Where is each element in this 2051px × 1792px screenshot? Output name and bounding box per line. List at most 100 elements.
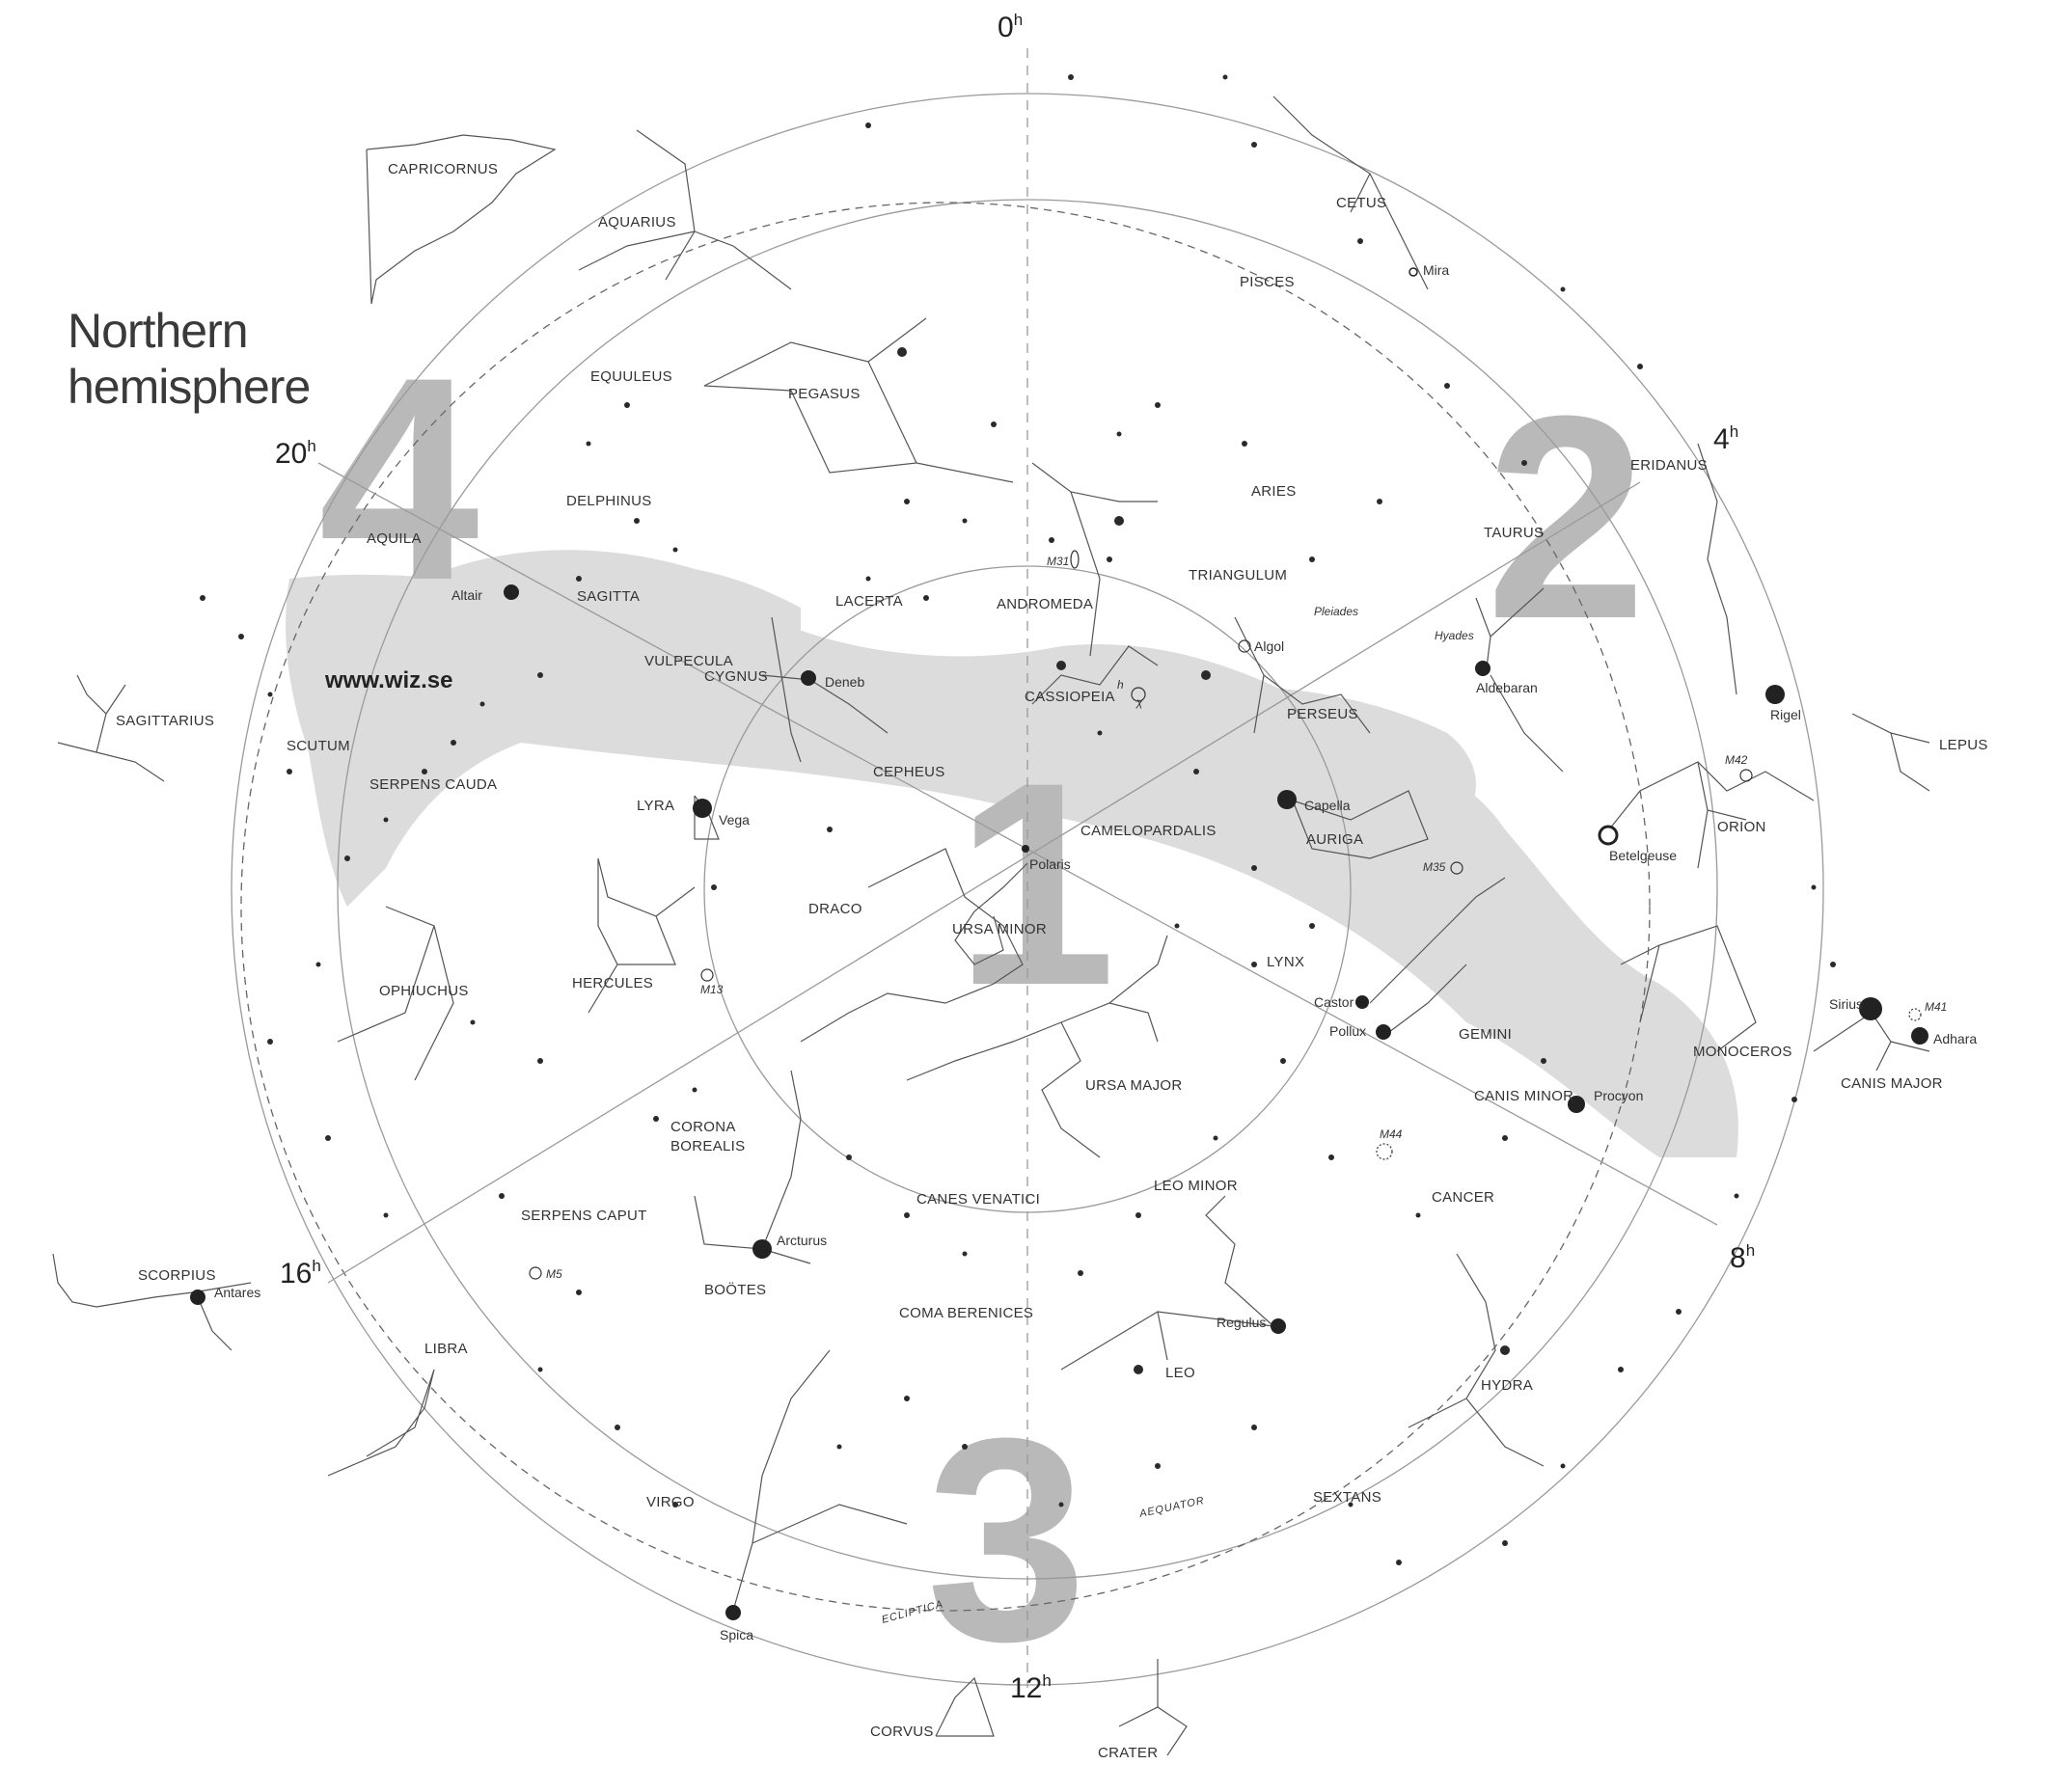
label-m5: M5 xyxy=(546,1267,562,1281)
label-canis-major: CANIS MAJOR xyxy=(1841,1075,1943,1092)
star-antares xyxy=(190,1290,205,1305)
ursa-major-lines xyxy=(906,935,1168,1158)
label-sagitta: SAGITTA xyxy=(577,588,640,605)
h-chi-icon xyxy=(1131,687,1146,702)
star-adhara xyxy=(1911,1027,1928,1045)
star-betelgeuse xyxy=(1598,825,1619,846)
label-orion: ORION xyxy=(1717,819,1766,835)
cetus-lines xyxy=(1272,95,1429,290)
label-leo-minor: LEO MINOR xyxy=(1154,1178,1238,1194)
label-ursa-major: URSA MAJOR xyxy=(1085,1077,1183,1094)
label-monoceros: MONOCEROS xyxy=(1693,1044,1792,1060)
named-stars xyxy=(190,267,1928,1620)
label-pegasus: PEGASUS xyxy=(788,386,861,402)
label-regulus: Regulus xyxy=(1217,1315,1266,1330)
label-aquila: AQUILA xyxy=(367,530,422,547)
label-cetus: CETUS xyxy=(1336,195,1386,211)
corvus-lines xyxy=(935,1676,995,1737)
hour-16: 16h xyxy=(280,1257,321,1290)
label-m35: M35 xyxy=(1423,860,1446,874)
label-scutum: SCUTUM xyxy=(287,738,350,754)
orion-lines xyxy=(1600,761,1815,869)
m13-icon xyxy=(700,968,714,982)
ophiuchus-lines xyxy=(337,906,454,1081)
label-vega: Vega xyxy=(719,812,750,828)
label-cassiopeia: CASSIOPEIA xyxy=(1025,689,1115,705)
quadrant-3: 3 xyxy=(926,1377,1087,1701)
m41-icon xyxy=(1908,1008,1922,1021)
label-hyades: Hyades xyxy=(1435,629,1474,642)
label-cepheus: CEPHEUS xyxy=(873,764,945,780)
label-spica: Spica xyxy=(720,1627,753,1643)
lepus-lines xyxy=(1851,713,1930,792)
label-bootes: BOÖTES xyxy=(704,1281,766,1298)
object-labels: M31 Pleiades Hyades Algol M42 M35 M13 M4… xyxy=(546,555,1947,1281)
label-betelgeuse: Betelgeuse xyxy=(1609,848,1677,863)
star-deneb xyxy=(801,670,816,686)
label-corona-borealis-2: BOREALIS xyxy=(670,1138,745,1154)
star-arcturus xyxy=(752,1239,772,1259)
hydra-lines xyxy=(1408,1253,1545,1467)
label-canis-minor: CANIS MINOR xyxy=(1474,1088,1573,1104)
andromeda-lines xyxy=(1031,462,1158,657)
libra-lines xyxy=(327,1369,435,1477)
ursa-minor-lines xyxy=(954,862,1028,965)
label-serpens-cauda: SERPENS CAUDA xyxy=(369,776,497,793)
label-lacerta: LACERTA xyxy=(835,593,903,610)
label-corona-borealis-1: CORONA xyxy=(670,1119,736,1135)
star-polaris xyxy=(1022,845,1029,853)
label-camelopardalis: CAMELOPARDALIS xyxy=(1080,823,1217,839)
label-vulpecula: VULPECULA xyxy=(644,653,733,669)
label-ophiuchus: OPHIUCHUS xyxy=(379,983,469,999)
constellation-lines xyxy=(52,95,1930,1756)
monoceros-lines xyxy=(1620,925,1757,1052)
star-procyon xyxy=(1568,1096,1585,1113)
hour-labels: 0h 4h 8h 12h 16h 20h xyxy=(275,11,1755,1704)
label-eridanus: ERIDANUS xyxy=(1630,457,1708,474)
label-antares: Antares xyxy=(214,1285,260,1300)
hour-line-4-16 xyxy=(327,481,1641,1284)
label-hydra: HYDRA xyxy=(1481,1377,1533,1394)
label-capella: Capella xyxy=(1304,798,1351,813)
label-aries: ARIES xyxy=(1251,483,1297,500)
label-gemini: GEMINI xyxy=(1459,1026,1512,1043)
label-virgo: VIRGO xyxy=(646,1494,695,1510)
draco-lines xyxy=(800,848,1024,1043)
label-altair: Altair xyxy=(451,587,482,603)
leo-lines xyxy=(1060,1195,1274,1371)
star-regulus xyxy=(1271,1318,1286,1334)
capricornus-lines xyxy=(366,134,557,305)
eridanus-lines xyxy=(1697,443,1737,695)
sagittarius-lines xyxy=(57,674,165,782)
label-cancer: CANCER xyxy=(1432,1189,1494,1206)
label-hercules: HERCULES xyxy=(572,975,653,991)
label-taurus: TAURUS xyxy=(1484,525,1544,541)
label-aldebaran: Aldebaran xyxy=(1476,680,1538,695)
crater-lines xyxy=(1118,1659,1188,1756)
m44-icon xyxy=(1376,1143,1393,1160)
star-vega xyxy=(693,799,712,818)
quadrant-1: 1 xyxy=(955,721,1116,1045)
aquarius-lines xyxy=(578,129,792,290)
label-capricornus: CAPRICORNUS xyxy=(388,161,498,177)
label-procyon: Procyon xyxy=(1594,1088,1643,1103)
label-pisces: PISCES xyxy=(1240,274,1295,290)
star-pollux xyxy=(1376,1024,1391,1040)
label-lyra: LYRA xyxy=(637,798,674,814)
label-corvus: CORVUS xyxy=(870,1724,934,1740)
label-lynx: LYNX xyxy=(1267,954,1304,970)
star-mira xyxy=(1408,267,1418,277)
hour-4: 4h xyxy=(1713,422,1738,455)
star-castor xyxy=(1355,995,1369,1009)
m35-icon xyxy=(1450,861,1463,875)
quadrant-numbers: 1 2 3 4 xyxy=(318,316,1647,1701)
label-lepus: LEPUS xyxy=(1939,737,1988,753)
star-rigel xyxy=(1765,685,1785,704)
label-cygnus: CYGNUS xyxy=(704,668,768,685)
star-labels: Mira Altair Deneb Vega Polaris Capella A… xyxy=(214,262,1977,1643)
gemini-lines xyxy=(1369,877,1506,1033)
label-sagittarius: SAGITTARIUS xyxy=(116,713,214,729)
label-equator: AEQUATOR xyxy=(1137,1495,1206,1520)
label-sirius: Sirius xyxy=(1829,996,1863,1012)
